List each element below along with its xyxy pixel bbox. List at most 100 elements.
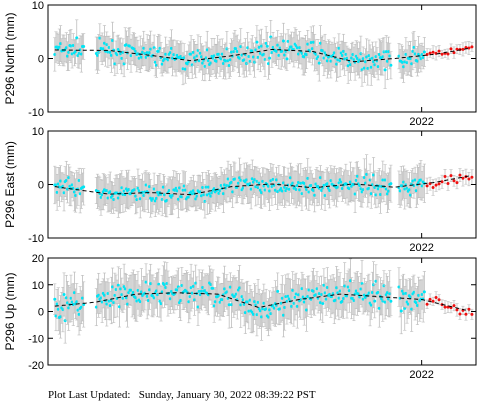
data-point (111, 285, 115, 289)
data-point (163, 193, 167, 197)
data-point (325, 286, 329, 290)
data-point (443, 305, 447, 309)
data-point (108, 50, 112, 54)
data-point (467, 177, 471, 181)
data-point (75, 300, 79, 304)
data-point (266, 62, 270, 66)
data-point (369, 303, 373, 307)
data-point (69, 44, 73, 48)
data-point (290, 45, 294, 49)
data-point (239, 303, 243, 307)
data-point (385, 291, 389, 295)
data-point (336, 291, 340, 295)
data-point (144, 183, 148, 187)
data-point (339, 51, 343, 55)
data-point (369, 65, 373, 69)
data-point (136, 288, 140, 292)
data-point (425, 184, 429, 188)
data-point (132, 188, 136, 192)
data-point (235, 49, 239, 53)
data-point (147, 51, 151, 55)
data-point (255, 40, 259, 44)
data-point (437, 49, 441, 53)
x-tick-label: 2022 (409, 242, 433, 254)
data-point (265, 44, 269, 48)
data-point (299, 298, 303, 302)
data-point (144, 280, 148, 284)
data-point (258, 51, 262, 55)
data-point (354, 54, 358, 58)
data-point (318, 176, 322, 180)
data-point (238, 176, 242, 180)
data-point (361, 57, 365, 61)
north-panel: -10 0 10 2022 P296 North (mm) (3, 0, 477, 128)
data-point (251, 180, 255, 184)
data-point (283, 185, 287, 189)
data-point (458, 312, 462, 316)
data-point (372, 173, 376, 177)
data-point (67, 176, 71, 180)
data-point (309, 41, 313, 45)
data-point (251, 55, 255, 59)
data-point (301, 295, 305, 299)
data-point (383, 178, 387, 182)
data-point (332, 51, 336, 55)
data-point (440, 180, 444, 184)
data-point (446, 52, 450, 56)
data-point (72, 291, 76, 295)
data-point (367, 186, 371, 190)
data-point (212, 304, 216, 308)
data-point (385, 192, 389, 196)
data-point (197, 59, 201, 63)
data-point (147, 185, 151, 189)
data-point (284, 295, 288, 299)
data-point (389, 63, 393, 67)
data-point (64, 296, 68, 300)
data-point (219, 184, 223, 188)
data-point (389, 182, 393, 186)
data-point (314, 52, 318, 56)
data-point (310, 47, 314, 51)
data-point (174, 186, 178, 190)
data-point (352, 298, 356, 302)
data-point (249, 187, 253, 191)
data-point (199, 289, 203, 293)
data-point (134, 296, 138, 300)
data-point (276, 43, 280, 47)
data-point (415, 59, 419, 63)
data-point (64, 46, 68, 50)
data-point (363, 60, 367, 64)
data-point (377, 52, 381, 56)
data-point (82, 44, 86, 48)
data-point (412, 290, 416, 294)
data-point (273, 188, 277, 192)
data-point (348, 180, 352, 184)
data-point (240, 53, 244, 57)
data-point (247, 54, 251, 58)
data-point (190, 192, 194, 196)
data-point (64, 178, 68, 182)
data-point (361, 297, 365, 301)
data-point (329, 179, 333, 183)
data-point (377, 184, 381, 188)
data-point (251, 312, 255, 316)
y-tick-label: -10 (28, 107, 44, 119)
data-point (100, 193, 104, 197)
data-point (116, 283, 120, 287)
data-point (124, 43, 128, 47)
data-point (362, 293, 366, 297)
data-point (359, 52, 363, 56)
data-point (470, 45, 474, 49)
data-point (145, 294, 149, 298)
data-point (163, 283, 167, 287)
data-point (171, 56, 175, 60)
data-point (264, 41, 268, 45)
data-point (464, 312, 468, 316)
data-point (262, 52, 266, 56)
data-point (212, 54, 216, 58)
data-point (295, 46, 299, 50)
data-point (198, 51, 202, 55)
plot-area (53, 19, 474, 89)
data-point (56, 182, 60, 186)
data-point (71, 43, 75, 47)
